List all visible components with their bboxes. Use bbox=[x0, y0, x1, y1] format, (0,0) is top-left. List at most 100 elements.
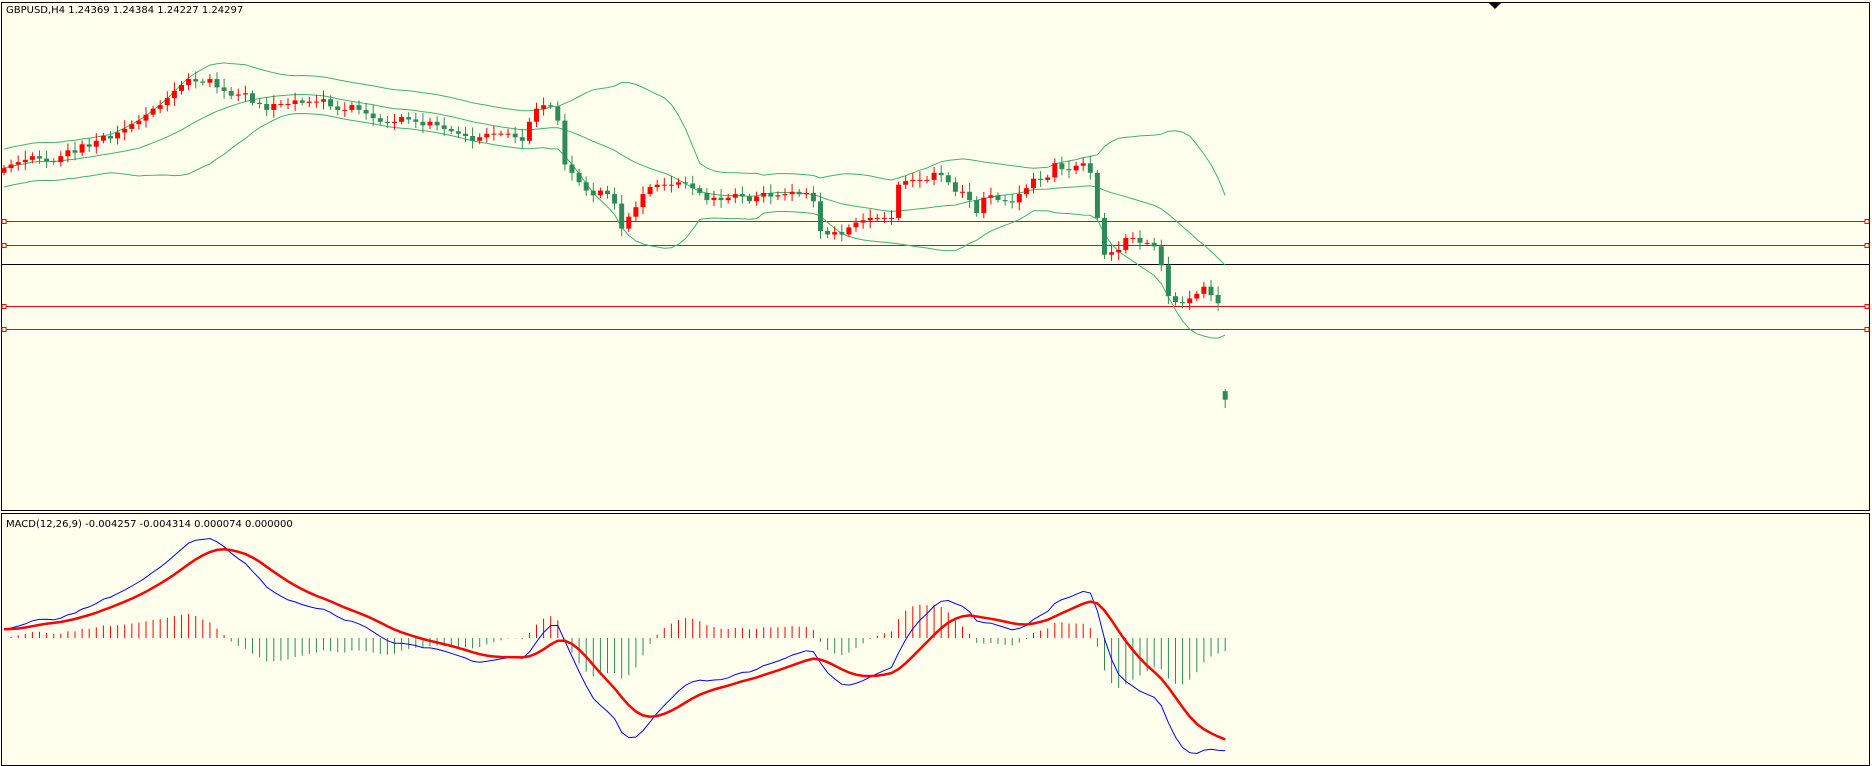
candle bbox=[51, 158, 57, 165]
candle bbox=[108, 131, 113, 143]
candle bbox=[349, 102, 355, 113]
candle-body bbox=[668, 184, 674, 186]
candle-body bbox=[924, 179, 930, 181]
candle bbox=[1, 165, 7, 176]
candle bbox=[917, 171, 923, 188]
candle-body bbox=[349, 105, 355, 110]
candle bbox=[732, 188, 738, 203]
candle-body bbox=[122, 128, 128, 133]
candle bbox=[810, 186, 816, 208]
candle bbox=[299, 97, 305, 106]
candle bbox=[271, 95, 277, 118]
candle bbox=[363, 103, 369, 120]
candle bbox=[441, 117, 447, 136]
candle-body bbox=[661, 184, 667, 186]
candle-body bbox=[938, 172, 944, 176]
candle bbox=[1002, 195, 1008, 206]
candle bbox=[519, 128, 525, 149]
candle-body bbox=[782, 194, 788, 196]
candle bbox=[157, 100, 163, 114]
candle-body bbox=[960, 191, 965, 193]
candle-body bbox=[789, 191, 795, 195]
candle-body bbox=[534, 108, 539, 122]
candle bbox=[115, 125, 121, 145]
candle-body bbox=[72, 150, 78, 153]
candle-body bbox=[917, 179, 923, 181]
candle-body bbox=[491, 133, 497, 135]
candle bbox=[711, 190, 717, 207]
candle bbox=[818, 192, 823, 239]
price-panel-frame bbox=[1, 2, 1870, 511]
candle bbox=[718, 189, 724, 208]
candle bbox=[576, 168, 582, 186]
candle bbox=[455, 126, 461, 138]
candle bbox=[278, 100, 284, 108]
candle bbox=[1045, 174, 1051, 183]
candle-body bbox=[690, 183, 696, 189]
candle-body bbox=[1109, 252, 1115, 255]
candle-body bbox=[867, 217, 873, 221]
candle-body bbox=[810, 193, 816, 202]
candle bbox=[37, 150, 42, 164]
candle bbox=[832, 226, 838, 240]
candle-body bbox=[1066, 169, 1072, 171]
candle-body bbox=[605, 190, 610, 195]
bollinger-upper-band bbox=[3, 62, 1226, 196]
candle bbox=[171, 82, 177, 106]
candle-body bbox=[1094, 172, 1100, 218]
candle-body bbox=[548, 105, 554, 107]
candle-body bbox=[775, 195, 781, 197]
candle bbox=[8, 159, 14, 173]
candle-body bbox=[1016, 194, 1022, 203]
candle bbox=[597, 187, 603, 198]
candle bbox=[903, 176, 909, 189]
candle-body bbox=[29, 156, 35, 160]
horizontal-levels bbox=[1, 219, 1870, 332]
chart-shift-marker[interactable] bbox=[1489, 3, 1501, 9]
candle-body bbox=[221, 87, 227, 91]
candles bbox=[1, 71, 1228, 408]
candle-body bbox=[541, 105, 547, 109]
gap-strip bbox=[0, 431, 1872, 513]
candle bbox=[1144, 239, 1150, 246]
candle-body bbox=[292, 100, 298, 104]
candle bbox=[590, 182, 596, 203]
candle bbox=[1165, 256, 1171, 304]
candle-body bbox=[889, 217, 894, 219]
candle bbox=[910, 173, 916, 188]
support-level-4-handle-left bbox=[1, 327, 7, 332]
candle-body bbox=[335, 106, 341, 110]
candle bbox=[100, 133, 106, 144]
candle bbox=[1009, 194, 1015, 209]
candle bbox=[668, 176, 674, 193]
candle bbox=[1215, 286, 1221, 312]
candle bbox=[306, 96, 312, 108]
candle-body bbox=[796, 191, 802, 195]
candle-body bbox=[640, 194, 646, 208]
candle bbox=[250, 90, 255, 106]
candle bbox=[988, 187, 994, 205]
candle-body bbox=[747, 196, 752, 202]
candle-body bbox=[115, 132, 121, 139]
candle-body bbox=[1116, 249, 1122, 253]
candle bbox=[86, 138, 92, 152]
candle bbox=[29, 152, 35, 164]
candle bbox=[463, 126, 468, 143]
candle bbox=[200, 78, 206, 86]
candle bbox=[1073, 161, 1079, 174]
candle-body bbox=[626, 216, 632, 229]
support-level-4-handle-right bbox=[1864, 327, 1870, 332]
candle bbox=[896, 181, 902, 221]
candle bbox=[228, 87, 234, 100]
candle bbox=[65, 143, 71, 163]
candle bbox=[1201, 281, 1207, 299]
candle-body bbox=[839, 232, 845, 235]
candle-body bbox=[576, 172, 582, 183]
candle-body bbox=[704, 193, 710, 201]
bollinger-bands bbox=[3, 62, 1226, 339]
support-level-1-handle-right bbox=[1864, 219, 1870, 224]
candle bbox=[335, 100, 341, 116]
candle bbox=[839, 224, 845, 242]
candle bbox=[477, 133, 483, 145]
candle-body bbox=[498, 133, 504, 135]
